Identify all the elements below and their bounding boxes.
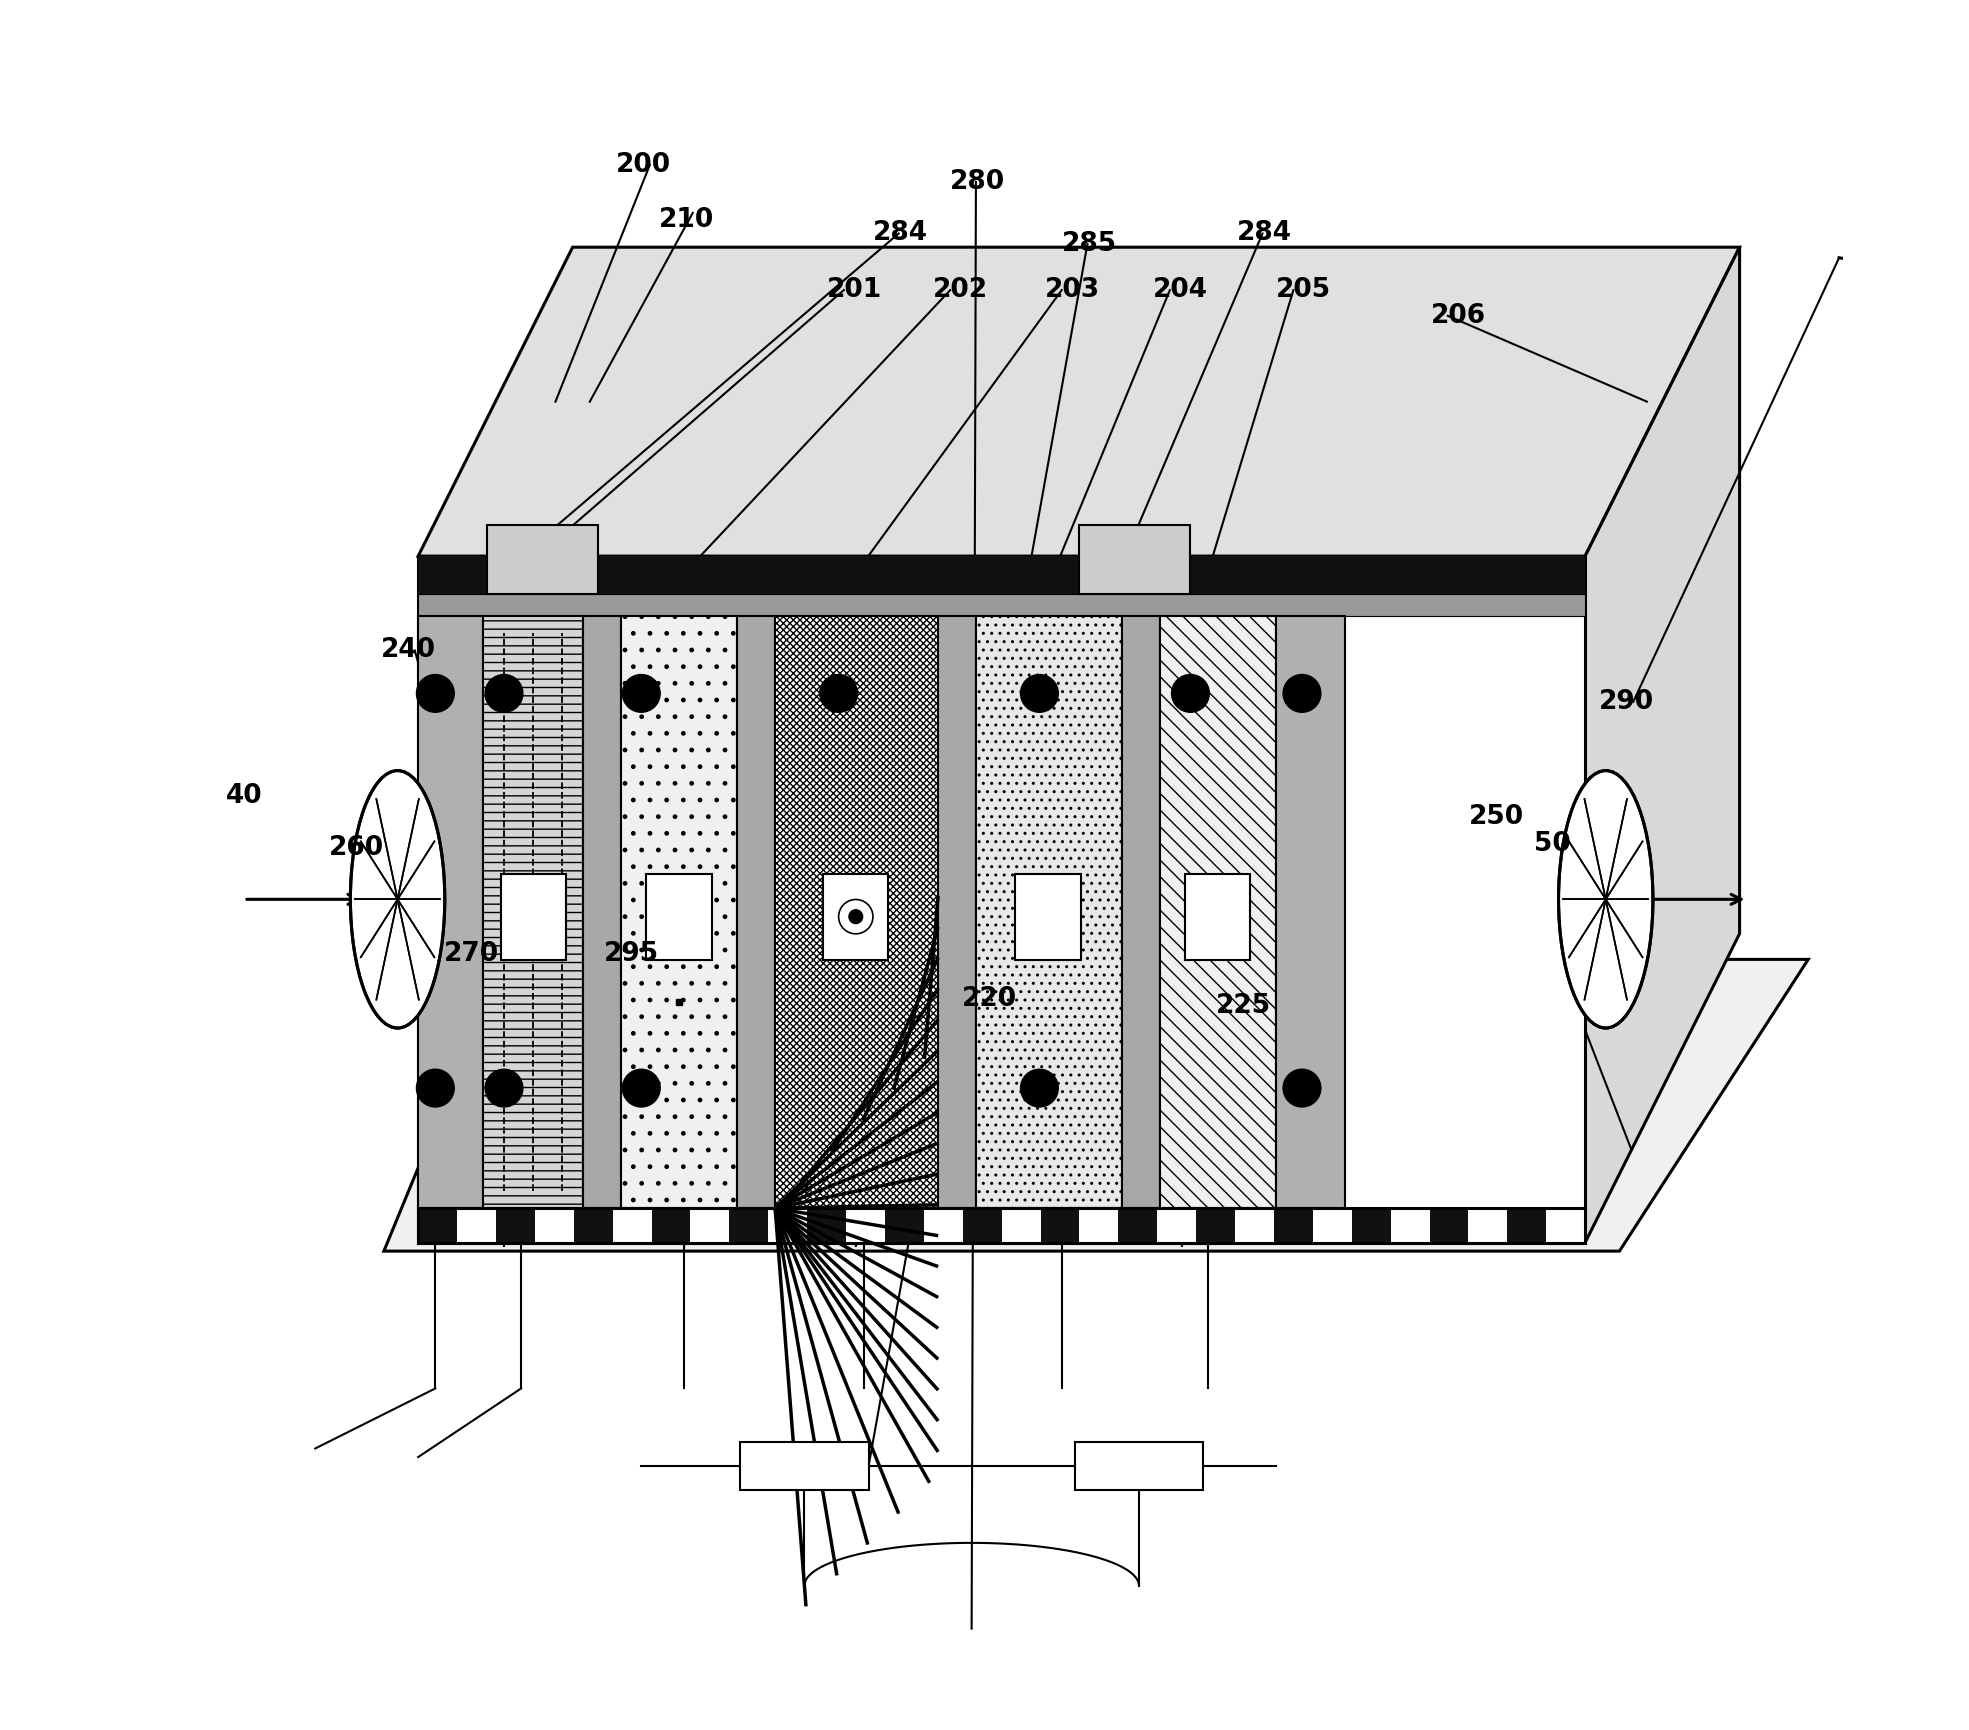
Bar <box>1390 1208 1429 1242</box>
Bar <box>457 1208 496 1242</box>
Circle shape <box>1020 1069 1057 1107</box>
Bar <box>417 593 1585 616</box>
Bar <box>1160 616 1276 1208</box>
Text: 225: 225 <box>1217 993 1272 1019</box>
Bar <box>1118 1208 1158 1242</box>
Bar <box>768 1208 807 1242</box>
Bar <box>691 1208 729 1242</box>
Text: 220: 220 <box>963 986 1018 1012</box>
Circle shape <box>1172 675 1209 713</box>
Text: 240: 240 <box>380 637 435 664</box>
Text: 204: 204 <box>1152 277 1207 303</box>
Circle shape <box>1284 675 1321 713</box>
Bar <box>1353 1208 1390 1242</box>
Text: 290: 290 <box>1599 689 1654 714</box>
Bar <box>500 874 565 960</box>
Bar <box>484 616 583 1208</box>
Circle shape <box>417 675 455 713</box>
Bar <box>1469 1208 1508 1242</box>
Ellipse shape <box>1559 770 1652 1028</box>
Bar <box>923 1208 963 1242</box>
Text: 50: 50 <box>1534 832 1571 858</box>
Bar <box>1195 1208 1235 1242</box>
Bar <box>486 526 599 593</box>
Text: 270: 270 <box>443 941 498 967</box>
Bar <box>496 1208 536 1242</box>
Circle shape <box>1020 675 1057 713</box>
Bar <box>740 1441 868 1490</box>
Bar <box>977 616 1122 1208</box>
Text: 295: 295 <box>604 941 660 967</box>
Bar <box>847 1208 884 1242</box>
Circle shape <box>417 1069 455 1107</box>
Text: 280: 280 <box>951 170 1006 195</box>
Text: 201: 201 <box>827 277 882 303</box>
Text: 260: 260 <box>329 836 384 862</box>
Bar <box>1508 1208 1546 1242</box>
Bar <box>417 555 1585 1242</box>
Bar <box>417 616 484 1208</box>
Text: 284: 284 <box>872 220 927 246</box>
Bar <box>884 1208 923 1242</box>
Bar <box>1313 1208 1353 1242</box>
Bar <box>736 616 776 1208</box>
Bar <box>1002 1208 1040 1242</box>
Bar <box>1158 1208 1195 1242</box>
Polygon shape <box>384 960 1808 1251</box>
Bar <box>807 1208 847 1242</box>
Bar <box>776 616 937 1208</box>
Bar <box>823 874 888 960</box>
Bar <box>536 1208 573 1242</box>
Bar <box>620 616 736 1208</box>
Bar <box>729 1208 768 1242</box>
Bar <box>1546 1208 1585 1242</box>
Text: 250: 250 <box>1469 804 1524 830</box>
Bar <box>1079 526 1191 593</box>
Text: 40: 40 <box>226 784 262 810</box>
Bar <box>1429 1208 1469 1242</box>
Circle shape <box>819 675 858 713</box>
Ellipse shape <box>350 770 445 1028</box>
Bar <box>417 1208 1585 1242</box>
Text: 205: 205 <box>1276 277 1331 303</box>
Polygon shape <box>1585 247 1739 1242</box>
Circle shape <box>484 1069 524 1107</box>
Bar <box>612 1208 652 1242</box>
Circle shape <box>484 675 524 713</box>
Polygon shape <box>417 247 1739 555</box>
Text: 203: 203 <box>1046 277 1101 303</box>
Bar <box>1016 874 1081 960</box>
Bar <box>646 874 711 960</box>
Bar <box>1274 1208 1313 1242</box>
Text: 284: 284 <box>1237 220 1292 246</box>
Circle shape <box>1284 1069 1321 1107</box>
Bar <box>1122 616 1160 1208</box>
Text: 210: 210 <box>658 208 713 234</box>
Circle shape <box>622 675 660 713</box>
Circle shape <box>849 910 862 924</box>
Bar <box>417 1208 457 1242</box>
Bar <box>1079 1208 1118 1242</box>
Bar <box>963 1208 1002 1242</box>
Circle shape <box>622 1069 660 1107</box>
Text: 202: 202 <box>933 277 988 303</box>
Bar <box>1040 1208 1079 1242</box>
Bar <box>652 1208 691 1242</box>
Bar <box>417 555 1585 593</box>
Bar <box>1185 874 1250 960</box>
Bar <box>1235 1208 1274 1242</box>
Text: 200: 200 <box>616 152 671 178</box>
Bar <box>1276 616 1345 1208</box>
Bar <box>583 616 620 1208</box>
Text: 206: 206 <box>1431 303 1487 329</box>
Bar <box>573 1208 612 1242</box>
Bar <box>937 616 977 1208</box>
Bar <box>1075 1441 1203 1490</box>
Text: 285: 285 <box>1061 230 1116 256</box>
